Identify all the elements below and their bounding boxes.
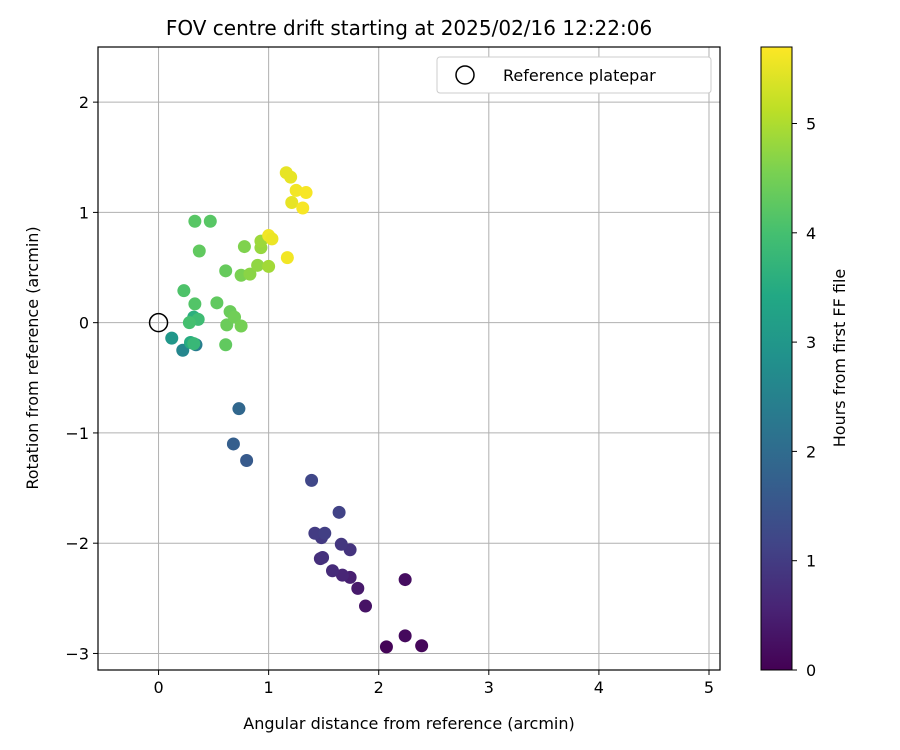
data-point — [182, 316, 196, 330]
data-point — [232, 402, 246, 416]
data-points — [165, 166, 429, 654]
colorbar-ticks: 0 1 2 3 4 5 — [792, 115, 816, 680]
colorbar-tick-label: 0 — [806, 661, 816, 680]
data-point — [219, 338, 233, 352]
y-tick-label: 2 — [79, 93, 89, 112]
legend-marker — [455, 65, 475, 85]
x-axis-ticks: 0 1 2 3 4 5 — [153, 670, 714, 697]
data-point — [177, 284, 191, 298]
data-point — [318, 526, 332, 540]
x-tick-label: 4 — [594, 678, 604, 697]
y-tick-label: −3 — [65, 644, 89, 663]
reference-platepar-marker — [148, 312, 169, 333]
x-tick-label: 3 — [484, 678, 494, 697]
data-point — [332, 505, 346, 519]
plot-frame — [97, 46, 721, 671]
y-tick-label: −1 — [65, 424, 89, 443]
data-point — [289, 183, 303, 197]
data-point — [296, 201, 310, 215]
data-point — [265, 232, 279, 246]
data-point — [226, 437, 240, 451]
data-point — [359, 599, 373, 613]
data-point — [203, 214, 217, 228]
data-point — [234, 319, 248, 333]
data-point — [415, 639, 429, 653]
data-point — [219, 264, 233, 278]
x-tick-label: 2 — [374, 678, 384, 697]
data-point — [192, 244, 206, 258]
data-point — [299, 186, 313, 200]
y-tick-label: 0 — [79, 314, 89, 333]
data-point — [262, 259, 276, 273]
colorbar-tick-label: 3 — [806, 333, 816, 352]
legend-box — [436, 56, 712, 94]
y-tick-label: 1 — [79, 203, 89, 222]
data-point — [308, 526, 322, 540]
colorbar-tick-label: 4 — [806, 224, 816, 243]
x-tick-label: 5 — [704, 678, 714, 697]
legend-entry-reference-platepar: Reference platepar — [503, 66, 656, 85]
data-point — [280, 251, 294, 265]
chart-title: FOV centre drift starting at 2025/02/16 … — [166, 16, 652, 40]
colorbar — [760, 46, 793, 671]
data-point — [240, 453, 254, 467]
data-point — [284, 170, 298, 184]
y-axis-label: Rotation from reference (arcmin) — [23, 226, 42, 489]
data-point — [398, 573, 412, 587]
data-point — [187, 337, 201, 351]
y-tick-label: −2 — [65, 534, 89, 553]
colorbar-label: Hours from first FF file — [830, 269, 849, 448]
data-point — [398, 629, 412, 643]
data-point — [251, 258, 265, 272]
data-point — [210, 296, 224, 310]
colorbar-tick-label: 2 — [806, 442, 816, 461]
data-point — [228, 310, 242, 324]
data-point — [305, 473, 319, 487]
data-point — [237, 240, 251, 254]
y-axis-ticks: −3 −2 −1 0 1 2 — [65, 93, 98, 663]
x-tick-label: 0 — [153, 678, 163, 697]
data-point — [316, 551, 330, 565]
data-point — [334, 537, 348, 551]
colorbar-tick-label: 1 — [806, 552, 816, 571]
legend: Reference platepar — [436, 56, 712, 94]
data-point — [165, 331, 179, 345]
data-point — [285, 195, 299, 209]
colorbar-tick-label: 5 — [806, 115, 816, 134]
data-point — [351, 581, 365, 595]
data-point — [379, 640, 393, 654]
data-point — [188, 214, 202, 228]
data-point — [188, 297, 202, 311]
data-point — [243, 267, 257, 281]
data-point — [325, 564, 339, 578]
x-axis-label: Angular distance from reference (arcmin) — [243, 714, 574, 733]
x-tick-label: 1 — [264, 678, 274, 697]
data-point — [335, 568, 349, 582]
grid-lines — [98, 47, 720, 670]
